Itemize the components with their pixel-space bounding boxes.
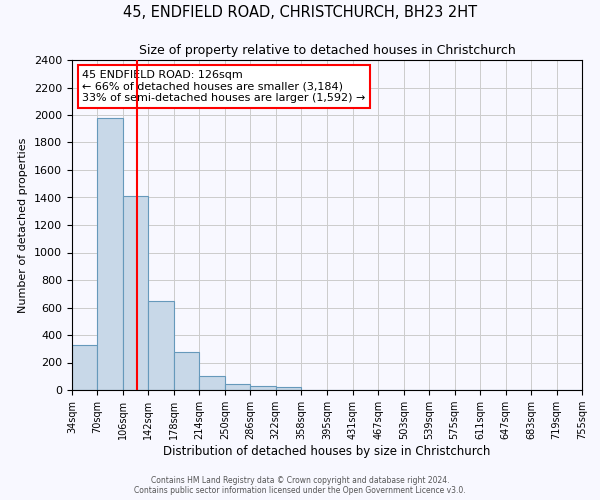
Bar	[123, 196, 148, 390]
Bar	[276, 387, 301, 390]
Text: 45, ENDFIELD ROAD, CHRISTCHURCH, BH23 2HT: 45, ENDFIELD ROAD, CHRISTCHURCH, BH23 2H…	[123, 5, 477, 20]
Bar	[225, 384, 250, 390]
X-axis label: Distribution of detached houses by size in Christchurch: Distribution of detached houses by size …	[163, 445, 491, 458]
Title: Size of property relative to detached houses in Christchurch: Size of property relative to detached ho…	[139, 44, 515, 58]
Bar	[148, 300, 174, 390]
Text: Contains HM Land Registry data © Crown copyright and database right 2024.
Contai: Contains HM Land Registry data © Crown c…	[134, 476, 466, 495]
Bar	[250, 386, 276, 390]
Bar	[97, 118, 123, 390]
Y-axis label: Number of detached properties: Number of detached properties	[19, 138, 28, 312]
Text: 45 ENDFIELD ROAD: 126sqm
← 66% of detached houses are smaller (3,184)
33% of sem: 45 ENDFIELD ROAD: 126sqm ← 66% of detach…	[82, 70, 365, 103]
Bar	[199, 376, 225, 390]
Bar	[174, 352, 199, 390]
Bar	[72, 346, 97, 390]
